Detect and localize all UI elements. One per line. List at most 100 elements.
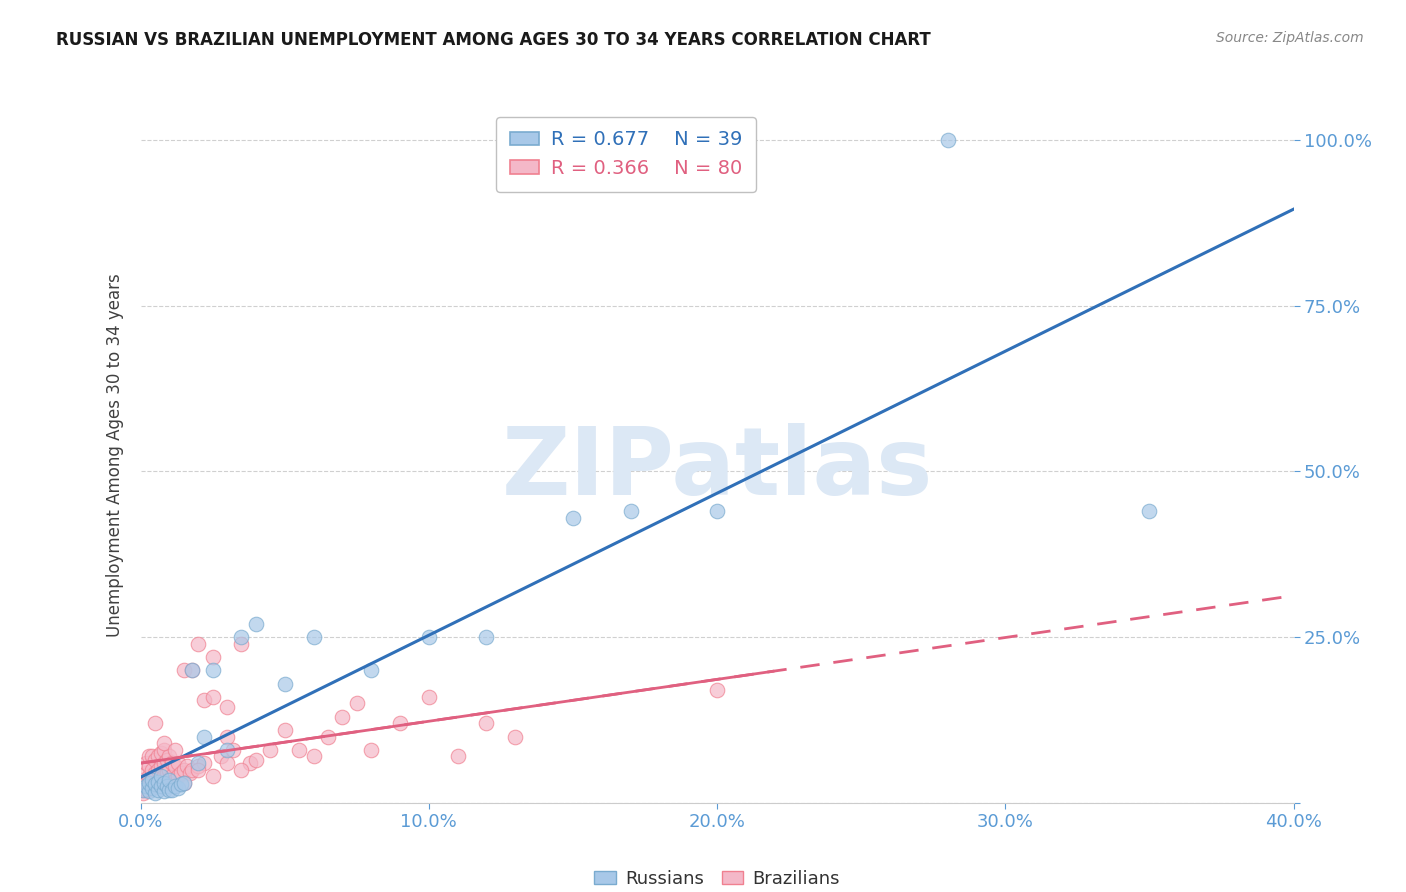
Point <box>231 763 253 777</box>
Point <box>217 743 239 757</box>
Point <box>245 753 267 767</box>
Point <box>165 759 187 773</box>
Point <box>143 716 166 731</box>
Point <box>159 782 180 797</box>
Point <box>231 637 253 651</box>
Point <box>173 663 195 677</box>
Point <box>141 781 163 796</box>
Point <box>503 730 526 744</box>
Text: RUSSIAN VS BRAZILIAN UNEMPLOYMENT AMONG AGES 30 TO 34 YEARS CORRELATION CHART: RUSSIAN VS BRAZILIAN UNEMPLOYMENT AMONG … <box>56 31 931 49</box>
Point <box>162 782 184 797</box>
Point <box>316 730 339 744</box>
Point <box>141 772 163 787</box>
Point <box>159 772 180 787</box>
Point <box>187 759 209 773</box>
Point <box>217 699 239 714</box>
Point <box>231 630 253 644</box>
Point <box>146 776 169 790</box>
Point <box>201 690 224 704</box>
Point <box>302 749 325 764</box>
Text: Source: ZipAtlas.com: Source: ZipAtlas.com <box>1216 31 1364 45</box>
Point <box>146 749 169 764</box>
Point <box>155 753 177 767</box>
Point <box>143 786 166 800</box>
Legend: Russians, Brazilians: Russians, Brazilians <box>585 861 849 892</box>
Point <box>173 776 195 790</box>
Point <box>132 779 155 793</box>
Point <box>332 709 354 723</box>
Point <box>360 663 382 677</box>
Point <box>170 766 193 780</box>
Point <box>193 693 215 707</box>
Point <box>201 769 224 783</box>
Point <box>388 716 411 731</box>
Point <box>138 759 160 773</box>
Point <box>222 743 245 757</box>
Point <box>132 772 155 787</box>
Point <box>155 766 177 780</box>
Point <box>187 637 209 651</box>
Point <box>138 779 160 793</box>
Point <box>259 743 281 757</box>
Point <box>209 749 232 764</box>
Point <box>239 756 262 770</box>
Point <box>217 756 239 770</box>
Point <box>131 782 153 797</box>
Point <box>149 746 172 760</box>
Point <box>149 772 172 787</box>
Point <box>193 730 215 744</box>
Point <box>159 763 180 777</box>
Y-axis label: Unemployment Among Ages 30 to 34 years: Unemployment Among Ages 30 to 34 years <box>105 273 124 637</box>
Point <box>135 782 157 797</box>
Point <box>146 782 169 797</box>
Point <box>187 763 209 777</box>
Point <box>181 763 204 777</box>
Point <box>143 753 166 767</box>
Point <box>138 769 160 783</box>
Point <box>418 690 440 704</box>
Point <box>201 663 224 677</box>
Point <box>138 784 160 798</box>
Point <box>132 786 155 800</box>
Point <box>562 511 585 525</box>
Point <box>146 774 169 789</box>
Point <box>217 730 239 744</box>
Point <box>274 676 297 690</box>
Point <box>152 776 174 790</box>
Point <box>706 683 728 698</box>
Point <box>619 504 641 518</box>
Point <box>159 749 180 764</box>
Point <box>152 784 174 798</box>
Point <box>135 776 157 790</box>
Point <box>152 743 174 757</box>
Point <box>141 749 163 764</box>
Point <box>475 630 498 644</box>
Point <box>135 766 157 780</box>
Point <box>138 776 160 790</box>
Point <box>176 759 198 773</box>
Point <box>165 772 187 787</box>
Point <box>159 776 180 790</box>
Point <box>146 763 169 777</box>
Point <box>141 776 163 790</box>
Point <box>155 779 177 793</box>
Point <box>936 133 959 147</box>
Point <box>141 763 163 777</box>
Point <box>181 663 204 677</box>
Point <box>143 777 166 791</box>
Point <box>152 756 174 770</box>
Point <box>245 616 267 631</box>
Point <box>149 759 172 773</box>
Point <box>173 776 195 790</box>
Point <box>135 756 157 770</box>
Point <box>138 749 160 764</box>
Point <box>165 743 187 757</box>
Point <box>346 697 368 711</box>
Point <box>167 781 190 796</box>
Point <box>162 756 184 770</box>
Point <box>302 630 325 644</box>
Point <box>149 769 172 783</box>
Text: ZIPatlas: ZIPatlas <box>502 423 932 515</box>
Point <box>187 756 209 770</box>
Point <box>143 766 166 780</box>
